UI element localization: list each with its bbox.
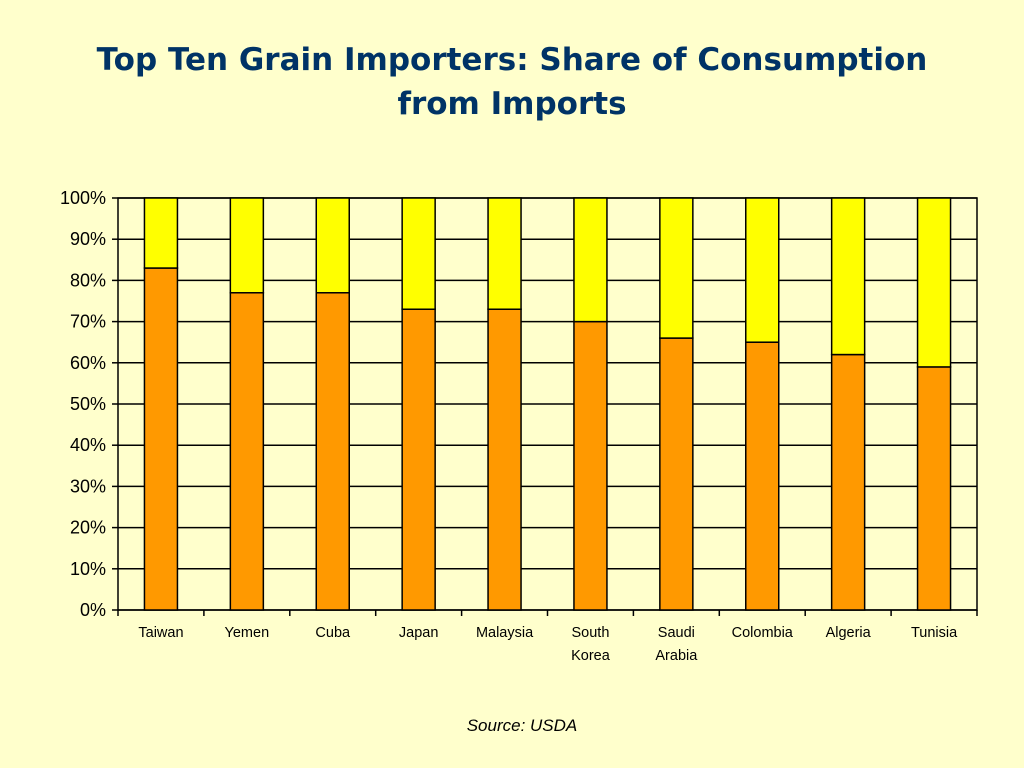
x-category-label: Malaysia [476,625,534,641]
bar-imports-segment [143,267,179,611]
bar-remainder-segment [143,197,179,269]
y-tick-label: 50% [70,394,106,414]
x-category-label: Japan [399,625,439,641]
bar-remainder-segment [229,197,265,294]
y-tick-label: 80% [70,270,106,290]
bar-remainder-segment [830,197,866,356]
y-tick-label: 60% [70,353,106,373]
bar-remainder-segment [573,197,608,323]
bar-imports-segment [487,308,522,611]
bar-imports-segment [916,366,952,611]
x-category-label: Taiwan [138,625,183,641]
bar-imports-segment [830,353,866,611]
source-note: Source: USDA [466,716,578,735]
y-tick-label: 10% [70,559,106,579]
bar-imports-segment [573,320,608,611]
bar-imports-segment [401,308,436,611]
x-category-label: South [571,625,609,641]
bar-remainder-segment [315,197,350,294]
bar-remainder-segment [745,197,780,343]
bar-remainder-segment [916,197,952,368]
bar-remainder-segment [401,197,436,310]
x-category-label: Colombia [732,625,794,641]
x-category-label: Tunisia [911,625,958,641]
y-tick-label: 0% [80,600,106,620]
bar-imports-segment [745,341,780,611]
stacked-bar-chart: 0% 10% 20% 30% 40% 50% 60% 70% 80% 90% 100% Taiwan Y… [60,188,978,664]
y-tick-label: 100% [60,188,106,208]
y-tick-label: 90% [70,229,106,249]
x-category-label: Saudi [658,625,695,641]
bar-remainder-segment [659,197,694,339]
x-category-label: Algeria [826,625,872,641]
bar-imports-segment [229,292,265,611]
bar-imports-segment [659,337,694,611]
slide-title: Top Ten Grain Importers: Share of Consum… [0,38,1024,126]
title-line-2: from Imports [397,86,627,122]
x-category-label: Arabia [655,648,698,664]
x-category-label: Cuba [315,625,351,641]
title-line-1: Top Ten Grain Importers: Share of Consum… [96,42,928,78]
x-category-label: Yemen [225,625,270,641]
y-tick-label: 40% [70,435,106,455]
bar-imports-segment [315,292,350,611]
y-tick-label: 30% [70,476,106,496]
y-tick-label: 70% [70,312,106,332]
x-category-label: Korea [571,648,611,664]
bar-remainder-segment [487,197,522,310]
y-tick-label: 20% [70,518,106,538]
